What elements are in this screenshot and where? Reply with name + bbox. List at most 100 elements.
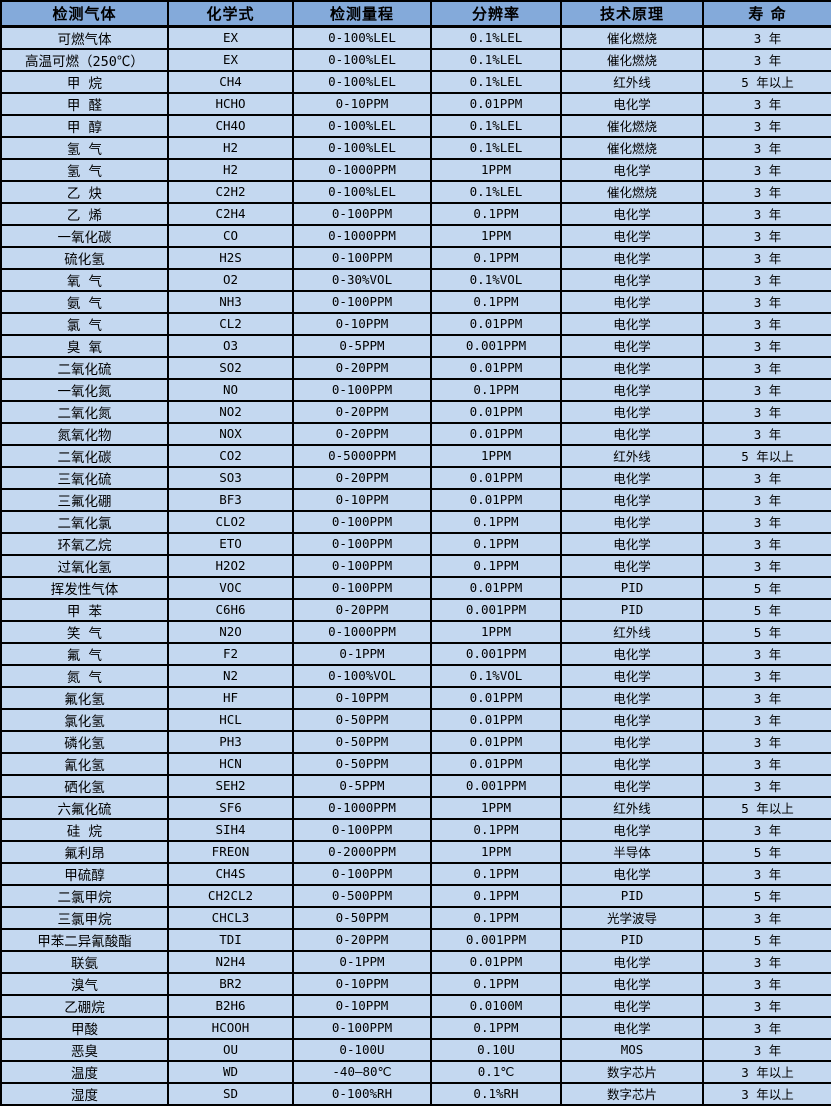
cell-resolution: 0.0100M bbox=[430, 993, 562, 1018]
cell-detection-range: 0-5PPM bbox=[292, 333, 432, 358]
cell-chemical-formula: WD bbox=[167, 1059, 294, 1084]
cell-detection-range: 0-100PPM bbox=[292, 817, 432, 842]
cell-resolution: 0.01PPM bbox=[430, 707, 562, 732]
cell-lifespan: 3 年 bbox=[702, 47, 831, 72]
cell-gas-name: 温度 bbox=[0, 1059, 169, 1084]
cell-resolution: 0.001PPM bbox=[430, 333, 562, 358]
cell-detection-range: 0-50PPM bbox=[292, 729, 432, 754]
cell-tech-principle: 半导体 bbox=[560, 839, 704, 864]
cell-resolution: 1PPM bbox=[430, 157, 562, 182]
cell-gas-name: 六氟化硫 bbox=[0, 795, 169, 820]
cell-detection-range: 0-100PPM bbox=[292, 245, 432, 270]
cell-tech-principle: 电化学 bbox=[560, 861, 704, 886]
cell-gas-name: 硅 烷 bbox=[0, 817, 169, 842]
cell-tech-principle: 红外线 bbox=[560, 795, 704, 820]
header-cell-principle: 技术原理 bbox=[560, 0, 704, 28]
cell-gas-name: 三氧化硫 bbox=[0, 465, 169, 490]
cell-resolution: 0.1%RH bbox=[430, 1081, 562, 1106]
cell-lifespan: 3 年 bbox=[702, 751, 831, 776]
table-row: 氮氧化物 NOX 0-20PPM 0.01PPM 电化学 3 年 bbox=[0, 421, 831, 446]
cell-chemical-formula: C2H2 bbox=[167, 179, 294, 204]
cell-gas-name: 甲 醇 bbox=[0, 113, 169, 138]
cell-resolution: 0.1PPM bbox=[430, 201, 562, 226]
cell-resolution: 0.1%VOL bbox=[430, 267, 562, 292]
table-row: 可燃气体 EX 0-100%LEL 0.1%LEL 催化燃烧 3 年 bbox=[0, 25, 831, 50]
table-row: 乙硼烷 B2H6 0-10PPM 0.0100M 电化学 3 年 bbox=[0, 993, 831, 1018]
table-row: 甲 醛 HCHO 0-10PPM 0.01PPM 电化学 3 年 bbox=[0, 91, 831, 116]
cell-resolution: 0.1%LEL bbox=[430, 25, 562, 50]
table-row: 二氧化碳 CO2 0-5000PPM 1PPM 红外线 5 年以上 bbox=[0, 443, 831, 468]
cell-detection-range: 0-20PPM bbox=[292, 421, 432, 446]
cell-lifespan: 3 年 bbox=[702, 311, 831, 336]
cell-detection-range: 0-100PPM bbox=[292, 1015, 432, 1040]
cell-resolution: 0.1PPM bbox=[430, 971, 562, 996]
cell-tech-principle: PID bbox=[560, 575, 704, 600]
table-row: 硒化氢 SEH2 0-5PPM 0.001PPM 电化学 3 年 bbox=[0, 773, 831, 798]
cell-chemical-formula: CH2CL2 bbox=[167, 883, 294, 908]
cell-resolution: 0.01PPM bbox=[430, 399, 562, 424]
cell-gas-name: 氮 气 bbox=[0, 663, 169, 688]
cell-gas-name: 氨 气 bbox=[0, 289, 169, 314]
cell-gas-name: 乙 炔 bbox=[0, 179, 169, 204]
cell-resolution: 0.01PPM bbox=[430, 575, 562, 600]
table-row: 氟 气 F2 0-1PPM 0.001PPM 电化学 3 年 bbox=[0, 641, 831, 666]
cell-chemical-formula: BR2 bbox=[167, 971, 294, 996]
cell-chemical-formula: CLO2 bbox=[167, 509, 294, 534]
cell-tech-principle: 电化学 bbox=[560, 773, 704, 798]
cell-tech-principle: 电化学 bbox=[560, 949, 704, 974]
cell-resolution: 0.10U bbox=[430, 1037, 562, 1062]
cell-lifespan: 3 年 bbox=[702, 355, 831, 380]
cell-gas-name: 甲硫醇 bbox=[0, 861, 169, 886]
cell-chemical-formula: SIH4 bbox=[167, 817, 294, 842]
cell-lifespan: 3 年 bbox=[702, 25, 831, 50]
table-row: 三氯甲烷 CHCL3 0-50PPM 0.1PPM 光学波导 3 年 bbox=[0, 905, 831, 930]
cell-chemical-formula: H2S bbox=[167, 245, 294, 270]
cell-gas-name: 二氯甲烷 bbox=[0, 883, 169, 908]
cell-tech-principle: 催化燃烧 bbox=[560, 135, 704, 160]
cell-detection-range: 0-100PPM bbox=[292, 201, 432, 226]
cell-tech-principle: 数字芯片 bbox=[560, 1081, 704, 1106]
cell-detection-range: 0-20PPM bbox=[292, 465, 432, 490]
cell-gas-name: 溴气 bbox=[0, 971, 169, 996]
cell-lifespan: 3 年 bbox=[702, 707, 831, 732]
cell-chemical-formula: CO bbox=[167, 223, 294, 248]
cell-tech-principle: PID bbox=[560, 597, 704, 622]
cell-chemical-formula: BF3 bbox=[167, 487, 294, 512]
cell-resolution: 0.1PPM bbox=[430, 289, 562, 314]
cell-tech-principle: 电化学 bbox=[560, 971, 704, 996]
cell-lifespan: 3 年 bbox=[702, 157, 831, 182]
cell-gas-name: 甲酸 bbox=[0, 1015, 169, 1040]
cell-resolution: 0.01PPM bbox=[430, 311, 562, 336]
cell-chemical-formula: SO2 bbox=[167, 355, 294, 380]
cell-chemical-formula: C6H6 bbox=[167, 597, 294, 622]
cell-chemical-formula: C2H4 bbox=[167, 201, 294, 226]
cell-lifespan: 3 年 bbox=[702, 509, 831, 534]
cell-detection-range: 0-500PPM bbox=[292, 883, 432, 908]
cell-lifespan: 3 年 bbox=[702, 553, 831, 578]
cell-lifespan: 3 年 bbox=[702, 289, 831, 314]
cell-resolution: 1PPM bbox=[430, 795, 562, 820]
cell-resolution: 0.1%LEL bbox=[430, 69, 562, 94]
cell-tech-principle: 电化学 bbox=[560, 399, 704, 424]
cell-chemical-formula: CH4S bbox=[167, 861, 294, 886]
cell-chemical-formula: OU bbox=[167, 1037, 294, 1062]
cell-detection-range: 0-10PPM bbox=[292, 993, 432, 1018]
cell-resolution: 0.1PPM bbox=[430, 883, 562, 908]
cell-chemical-formula: HCL bbox=[167, 707, 294, 732]
cell-chemical-formula: NOX bbox=[167, 421, 294, 446]
cell-detection-range: 0-1PPM bbox=[292, 949, 432, 974]
cell-gas-name: 高温可燃（250℃） bbox=[0, 47, 169, 72]
cell-lifespan: 3 年 bbox=[702, 949, 831, 974]
cell-gas-name: 二氧化氯 bbox=[0, 509, 169, 534]
cell-resolution: 0.01PPM bbox=[430, 729, 562, 754]
cell-chemical-formula: VOC bbox=[167, 575, 294, 600]
table-row: 过氧化氢 H2O2 0-100PPM 0.1PPM 电化学 3 年 bbox=[0, 553, 831, 578]
cell-lifespan: 3 年 bbox=[702, 421, 831, 446]
cell-tech-principle: 电化学 bbox=[560, 333, 704, 358]
cell-detection-range: 0-100%LEL bbox=[292, 69, 432, 94]
header-cell-gas: 检测气体 bbox=[0, 0, 169, 28]
cell-gas-name: 氮氧化物 bbox=[0, 421, 169, 446]
cell-gas-name: 一氧化氮 bbox=[0, 377, 169, 402]
cell-gas-name: 氟利昂 bbox=[0, 839, 169, 864]
table-row: 氢 气 H2 0-100%LEL 0.1%LEL 催化燃烧 3 年 bbox=[0, 135, 831, 160]
